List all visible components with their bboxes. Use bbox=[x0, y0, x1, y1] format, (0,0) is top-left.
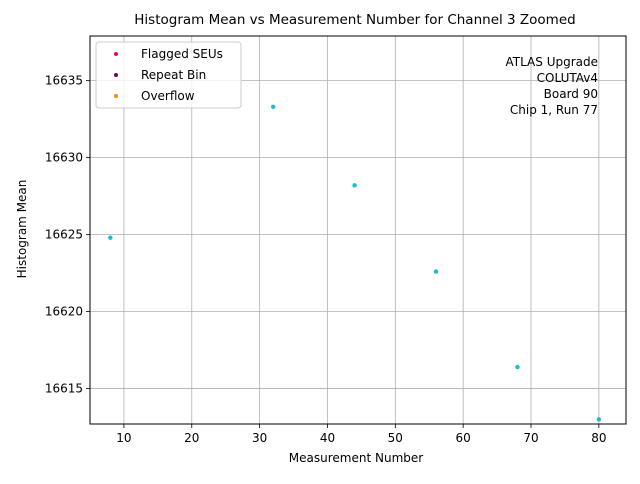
legend-label: Flagged SEUs bbox=[141, 47, 223, 61]
annotation-line: ATLAS Upgrade bbox=[505, 55, 598, 69]
x-axis-label: Measurement Number bbox=[289, 451, 423, 465]
annotation-line: Board 90 bbox=[544, 87, 598, 101]
annotation-line: COLUTAv4 bbox=[537, 71, 598, 85]
data-points bbox=[108, 104, 602, 422]
legend-marker bbox=[114, 52, 118, 56]
y-tick-label: 16635 bbox=[45, 74, 83, 88]
legend-label: Repeat Bin bbox=[141, 68, 206, 82]
y-axis-label: Histogram Mean bbox=[15, 180, 29, 279]
x-tick-label: 70 bbox=[523, 431, 538, 445]
data-point bbox=[270, 104, 276, 110]
y-tick-label: 16615 bbox=[45, 382, 83, 396]
x-axis: 10 20 30 40 50 60 70 80 bbox=[116, 424, 607, 445]
data-point bbox=[108, 235, 113, 240]
x-tick-label: 20 bbox=[184, 431, 199, 445]
data-point bbox=[515, 364, 520, 370]
x-tick-label: 50 bbox=[388, 431, 403, 445]
grid bbox=[90, 36, 626, 424]
legend-marker bbox=[114, 73, 118, 77]
y-tick-label: 16625 bbox=[45, 228, 83, 242]
annotation: ATLAS Upgrade COLUTAv4 Board 90 Chip 1, Run… bbox=[505, 55, 598, 117]
data-point bbox=[596, 417, 602, 422]
x-tick-label: 40 bbox=[320, 431, 335, 445]
plot-frame bbox=[89, 35, 627, 425]
legend: Flagged SEUs Repeat Bin Overflow bbox=[95, 41, 242, 109]
x-tick-label: 10 bbox=[116, 431, 131, 445]
x-tick-label: 60 bbox=[456, 431, 471, 445]
x-tick-label: 30 bbox=[252, 431, 267, 445]
chart-title: Histogram Mean vs Measurement Number for… bbox=[134, 12, 575, 28]
x-tick-label: 80 bbox=[591, 431, 606, 445]
data-point bbox=[433, 269, 439, 274]
y-axis: 16615 16620 16625 16630 16635 bbox=[45, 74, 90, 396]
data-point bbox=[352, 183, 357, 188]
y-tick-label: 16620 bbox=[45, 305, 83, 319]
legend-box bbox=[95, 41, 242, 109]
annotation-line: Chip 1, Run 77 bbox=[510, 103, 598, 117]
legend-label: Overflow bbox=[141, 89, 195, 103]
legend-marker bbox=[114, 94, 118, 98]
y-tick-label: 16630 bbox=[45, 151, 83, 165]
